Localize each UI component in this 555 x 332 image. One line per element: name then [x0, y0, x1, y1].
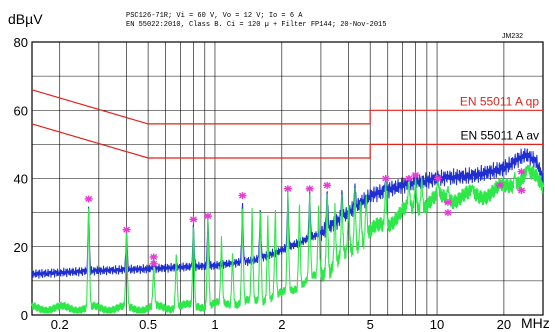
- peak-marker: [238, 192, 247, 200]
- x-tick-label: 20: [497, 317, 511, 332]
- peak-marker: [434, 175, 443, 182]
- peak-marker: [305, 185, 314, 193]
- peak-marker: [84, 195, 93, 203]
- peak-marker: [517, 186, 526, 194]
- y-tick-label: 40: [14, 172, 28, 187]
- limit-label-av: EN 55011 A av: [460, 128, 539, 142]
- y-tick-label: 80: [14, 35, 28, 50]
- y-tick-label: 0: [21, 308, 28, 323]
- peak-marker: [323, 181, 332, 189]
- x-tick-label: 10: [430, 317, 444, 332]
- title-line-1: PSC126-71R; Vi = 60 V, Vo = 12 V; Io = 6…: [126, 12, 303, 20]
- peak-marker: [122, 226, 131, 234]
- peak-marker: [495, 181, 504, 189]
- title-line-2: EN 55022:2010, Class B. Ci = 120 µ + Fil…: [126, 21, 386, 29]
- y-tick-label: 60: [14, 103, 28, 118]
- limit-line-qp: [31, 89, 543, 125]
- x-tick-label: 1: [211, 317, 218, 332]
- peak-marker: [404, 175, 413, 182]
- x-axis-unit: MHz: [521, 315, 550, 331]
- y-axis-unit: dBµV: [8, 11, 43, 27]
- limit-line-av: [31, 123, 543, 159]
- peak-marker: [443, 198, 452, 206]
- peak-marker: [149, 260, 158, 268]
- peak-marker: [381, 175, 390, 182]
- peak-marker: [283, 185, 292, 193]
- peak-marker: [149, 253, 158, 261]
- plot-area: 0 20 40 60 80 0.2 0.5 1 2 5 10 20 EN 55011 A qp EN 55…: [14, 35, 544, 332]
- x-tick-label: 0.2: [51, 317, 69, 332]
- series-green-line: [31, 164, 544, 315]
- x-tick-label: 0.5: [139, 317, 157, 332]
- corner-tag: JM232: [502, 33, 523, 40]
- peak-marker: [189, 215, 198, 223]
- x-tick-label: 5: [367, 317, 374, 332]
- peak-marker: [203, 212, 212, 220]
- peak-marker: [517, 168, 526, 176]
- peak-marker: [443, 209, 452, 217]
- peak-marker: [411, 171, 420, 179]
- y-tick-label: 20: [14, 240, 28, 255]
- x-tick-label: 2: [278, 317, 285, 332]
- limit-label-qp: EN 55011 A qp: [460, 94, 540, 108]
